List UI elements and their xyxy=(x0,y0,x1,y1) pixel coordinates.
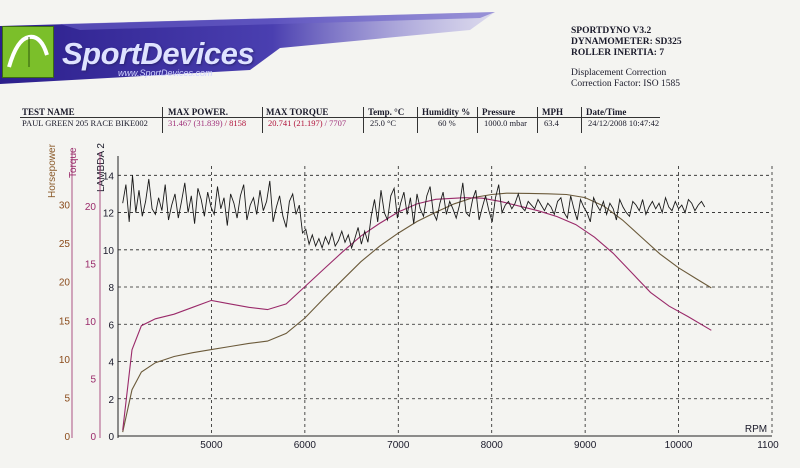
logo-text: SportDevices xyxy=(62,36,255,71)
correction-mode: Displacement Correction xyxy=(571,68,667,78)
dynamometer-model: DYNAMOMETER: SD325 xyxy=(571,37,682,47)
chart-axes xyxy=(71,152,772,438)
header-datetime: Date/Time xyxy=(586,107,627,117)
roller-inertia: ROLLER INERTIA: 7 xyxy=(571,48,665,58)
power-line xyxy=(122,192,712,433)
header-max-power: MAX POWER. xyxy=(168,107,228,117)
header-temp: Temp. °C xyxy=(368,107,405,117)
x-tick-label: 8000 xyxy=(481,440,504,451)
header-humidity: Humidity % xyxy=(422,107,471,117)
mph-value: 63.4 xyxy=(544,118,559,128)
header-banner xyxy=(0,12,495,84)
x-tick-label: 7000 xyxy=(387,440,410,451)
lambda-tick-label: 10 xyxy=(103,246,115,257)
max-power-value: 31.467 (31.839) / 8158 xyxy=(168,118,246,128)
dyno-chart: 0 2 4 6 8 10 12 14 0 5 10 15 20 0 5 10 15 20 25 30 5000 6000 7… xyxy=(59,152,779,451)
x-tick-label: 1100 xyxy=(757,440,779,451)
x-tick-label: 5000 xyxy=(200,440,223,451)
header-pressure: Pressure xyxy=(482,107,516,117)
lambda-line xyxy=(122,175,706,250)
horsepower-tick-label: 15 xyxy=(59,316,71,327)
software-version: SPORTDYNO V3.2 xyxy=(571,26,652,36)
x-axis-title: RPM xyxy=(745,424,767,435)
max-torque-alt: (21.197) xyxy=(293,118,323,128)
torque-tick-label: 20 xyxy=(85,202,97,213)
test-info-table: TEST NAME MAX POWER. MAX TORQUE Temp. °C… xyxy=(20,107,760,135)
logo-mark xyxy=(2,26,54,78)
logo-swoosh-icon xyxy=(7,34,49,68)
header-max-torque: MAX TORQUE xyxy=(266,107,329,117)
temp-value: 25.0 °C xyxy=(370,118,397,128)
torque-line xyxy=(122,197,712,431)
max-torque-value: 20.741 (21.197) / 7707 xyxy=(268,118,346,128)
logo-url: www.SportDevices.com xyxy=(118,68,213,78)
humidity-value: 60 % xyxy=(438,118,456,128)
max-power-rpm: / 8158 xyxy=(224,118,247,128)
horsepower-tick-label: 30 xyxy=(59,201,71,212)
header-mph: MPH xyxy=(542,107,563,117)
horsepower-tick-label: 25 xyxy=(59,239,71,250)
max-power-alt: (31.839) xyxy=(193,118,223,128)
pressure-value: 1000.0 mbar xyxy=(484,118,527,128)
max-torque-main: 20.741 xyxy=(268,118,292,128)
x-tick-label: 9000 xyxy=(574,440,597,451)
torque-tick-label: 10 xyxy=(85,317,97,328)
torque-tick-label: 0 xyxy=(90,432,96,443)
max-power-main: 31.467 xyxy=(168,118,192,128)
datetime-value: 24/12/2008 10:47:42 xyxy=(588,118,660,128)
chart-ticks: 0 2 4 6 8 10 12 14 0 5 10 15 20 0 5 10 15 20 25 30 5000 6000 7… xyxy=(59,171,779,451)
horsepower-tick-label: 20 xyxy=(59,278,71,289)
chart-grid xyxy=(118,166,773,436)
x-tick-label: 6000 xyxy=(294,440,317,451)
lambda-tick-label: 12 xyxy=(103,209,115,220)
chart-lines xyxy=(122,175,712,433)
lambda-tick-label: 6 xyxy=(108,320,114,331)
lambda-tick-label: 2 xyxy=(108,395,114,406)
lambda-tick-label: 0 xyxy=(108,432,114,443)
torque-tick-label: 15 xyxy=(85,260,97,271)
lambda-tick-label: 14 xyxy=(103,171,115,182)
test-name-value: PAUL GREEN 205 RACE BIKE002 xyxy=(22,118,148,128)
horsepower-tick-label: 5 xyxy=(64,393,70,404)
max-torque-rpm: / 7707 xyxy=(324,118,347,128)
horsepower-tick-label: 0 xyxy=(64,432,70,443)
lambda-tick-label: 8 xyxy=(108,283,114,294)
lambda-tick-label: 4 xyxy=(108,358,114,369)
correction-factor: Correction Factor: ISO 1585 xyxy=(571,79,680,89)
horsepower-tick-label: 10 xyxy=(59,355,71,366)
torque-tick-label: 5 xyxy=(90,375,96,386)
header-test-name: TEST NAME xyxy=(22,107,75,117)
x-tick-label: 10000 xyxy=(665,440,693,451)
